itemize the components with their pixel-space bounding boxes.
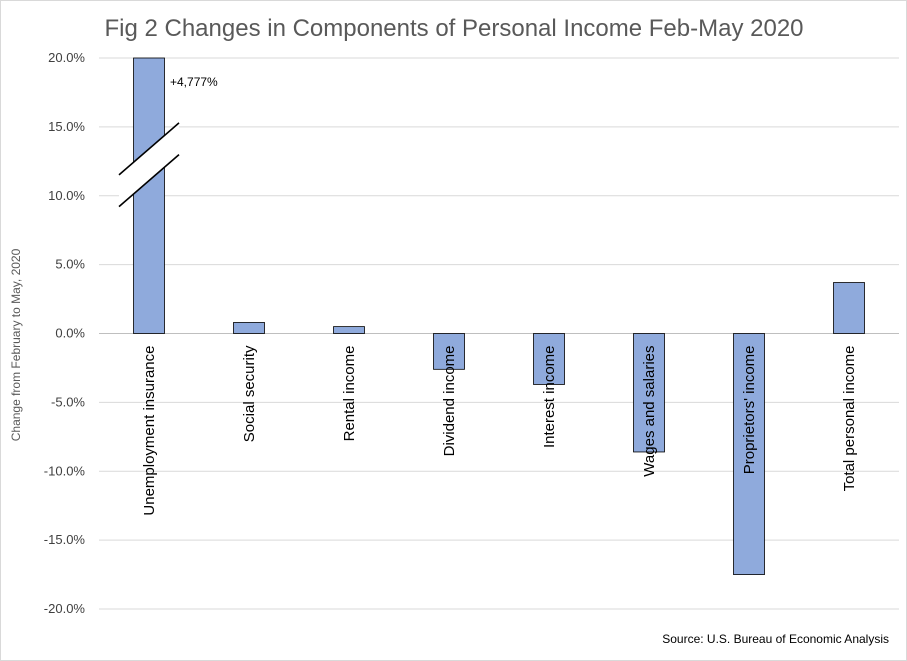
bar xyxy=(833,282,865,334)
bar xyxy=(733,333,765,575)
grid-lines xyxy=(99,57,899,610)
y-tick-label: 20.0% xyxy=(48,50,85,65)
y-axis-label: Change from February to May, 2020 xyxy=(9,248,23,441)
bar xyxy=(633,333,665,453)
source-note: Source: U.S. Bureau of Economic Analysis xyxy=(662,632,889,646)
category-label: Wages and salaries xyxy=(641,346,658,477)
category-label: Total personal income xyxy=(841,346,858,492)
category-label: Rental income xyxy=(341,346,358,442)
y-tick-label: -5.0% xyxy=(51,394,85,409)
bar xyxy=(533,333,565,385)
category-label: Unemployment insurance xyxy=(141,346,158,516)
chart-title: Fig 2 Changes in Components of Personal … xyxy=(104,15,803,42)
y-tick-label: 15.0% xyxy=(48,119,85,134)
category-label: Interest income xyxy=(541,346,558,449)
y-tick-label: 0.0% xyxy=(55,326,85,341)
category-labels: Unemployment insurance Social security Ren… xyxy=(141,345,858,516)
bar xyxy=(433,333,465,370)
y-axis-ticks: 20.0% 15.0% 10.0% 5.0% 0.0% -5.0% -10.0% -15.0%… xyxy=(44,50,86,616)
y-tick-label: 5.0% xyxy=(55,257,85,272)
bar xyxy=(133,57,165,334)
bars xyxy=(133,57,865,575)
category-label: Proprietors' income xyxy=(741,346,758,475)
bar xyxy=(233,322,265,334)
break-line xyxy=(118,122,180,176)
category-label: Social security xyxy=(241,345,258,442)
y-tick-label: -15.0% xyxy=(44,532,86,547)
bar xyxy=(333,326,365,334)
break-gap xyxy=(119,122,179,207)
category-label: Dividend income xyxy=(441,346,458,457)
break-line xyxy=(118,153,180,208)
axis-break xyxy=(118,122,180,208)
y-tick-label: 10.0% xyxy=(48,188,85,203)
break-annotation: +4,777% xyxy=(170,75,218,89)
y-tick-label: -10.0% xyxy=(44,463,86,478)
y-tick-label: -20.0% xyxy=(44,601,86,616)
